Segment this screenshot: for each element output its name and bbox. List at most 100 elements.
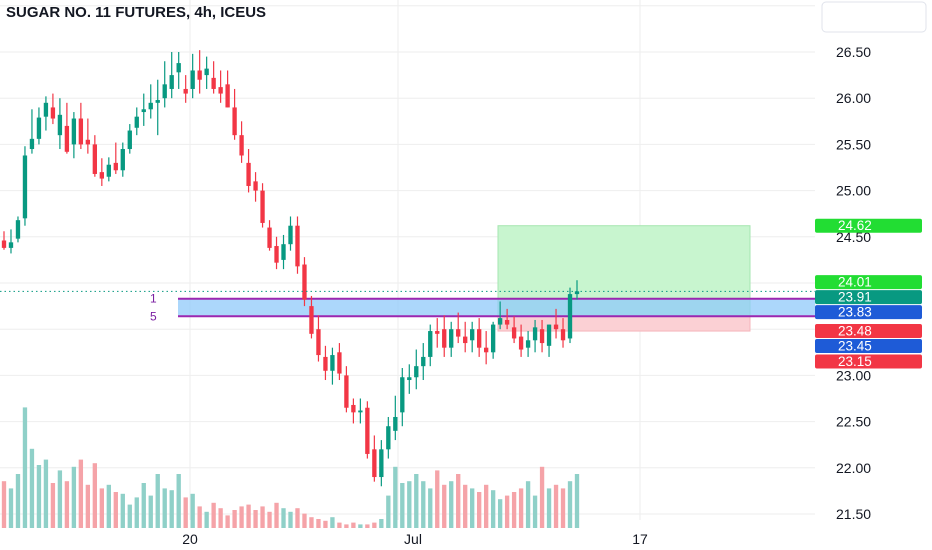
candle-body: [8, 242, 14, 248]
candle: [155, 79, 160, 136]
fib-level-label: 5: [150, 309, 157, 323]
candle-body: [449, 329, 454, 348]
candle-body: [407, 377, 412, 381]
candle-body: [155, 100, 160, 103]
volume-bars: [1, 407, 580, 528]
volume-bar: [190, 493, 195, 528]
candle-body: [463, 336, 468, 344]
volume-bar: [106, 484, 111, 528]
volume-bar: [253, 510, 258, 528]
candle-body: [483, 347, 489, 353]
volume-bar: [281, 508, 286, 528]
price-badge: [815, 305, 922, 320]
price-badge: [815, 218, 922, 233]
candle: [190, 53, 195, 99]
volume-bar: [183, 497, 188, 528]
volume-bar: [148, 495, 153, 528]
candle-body: [57, 114, 63, 136]
candle: [309, 295, 314, 339]
candle-body: [148, 102, 153, 110]
volume-bar: [574, 474, 580, 528]
volume-bar: [1, 481, 7, 528]
volume-bar: [64, 481, 70, 528]
volume-bar: [567, 481, 573, 528]
candle-body: [134, 116, 139, 128]
volume-bar: [546, 488, 552, 528]
volume-bar: [372, 522, 377, 528]
toolbar-box[interactable]: [821, 1, 927, 33]
candle: [414, 349, 419, 390]
candle: [330, 347, 335, 385]
candle: [106, 157, 111, 182]
volume-bar: [169, 490, 174, 528]
candle: [421, 343, 426, 381]
candle-body: [511, 327, 517, 339]
volume-bar: [29, 448, 35, 528]
candle-body: [246, 162, 251, 186]
candle-body: [176, 63, 181, 73]
candle: [78, 102, 84, 150]
candlestick-series: [1, 50, 580, 487]
candle: [169, 52, 174, 99]
volume-bar: [239, 506, 244, 528]
volume-bar: [260, 506, 265, 528]
candle: [281, 234, 286, 270]
volume-bar: [511, 492, 517, 528]
y-tick-label: 24.50: [836, 229, 871, 245]
volume-bar: [246, 504, 251, 528]
candle-body: [518, 336, 524, 350]
volume-bar: [288, 511, 293, 528]
volume-bar: [477, 492, 482, 528]
candle: [8, 229, 14, 254]
candle: [85, 118, 91, 154]
y-tick-label: 26.50: [836, 44, 871, 60]
volume-bar: [15, 474, 21, 528]
candle: [546, 324, 552, 357]
candle-body: [386, 426, 391, 450]
price-badge: [815, 339, 922, 354]
candle: [253, 172, 258, 202]
candle: [92, 135, 98, 177]
price-badge-label: 23.48: [838, 324, 872, 339]
volume-bar: [225, 515, 230, 528]
candle: [267, 220, 272, 251]
candle: [567, 287, 573, 344]
candle-body: [497, 318, 503, 325]
candle: [372, 435, 377, 482]
candle: [197, 50, 202, 94]
volume-bar: [351, 522, 356, 528]
candle-body: [302, 264, 307, 300]
candle: [560, 318, 566, 348]
y-tick-label: 25.50: [836, 136, 871, 152]
candle: [64, 102, 70, 154]
grid-lines: [0, 0, 815, 520]
volume-bar: [560, 488, 566, 528]
price-axis[interactable]: 27.0026.5026.0025.5025.0024.5023.0022.50…: [836, 0, 871, 522]
x-tick-label: Jul: [404, 531, 422, 547]
candle-body: [225, 84, 230, 108]
x-tick-label: 20: [182, 531, 198, 547]
candle: [225, 70, 230, 108]
candle-body: [204, 68, 209, 76]
volume-bar: [337, 522, 342, 528]
volume-bar: [302, 513, 307, 528]
volume-bar: [120, 493, 125, 528]
candle-body: [141, 109, 146, 113]
candle: [260, 183, 265, 228]
fib-retracement[interactable]: 15: [150, 292, 815, 324]
volume-bar: [358, 524, 363, 528]
candle-body: [351, 404, 356, 413]
candle-body: [113, 162, 118, 171]
candle-body: [372, 449, 377, 478]
candle: [532, 319, 538, 353]
candle: [148, 84, 153, 119]
candle: [246, 149, 251, 193]
time-axis[interactable]: 20 Jul 17: [182, 531, 648, 547]
volume-bar: [85, 484, 91, 528]
volume-bar: [518, 488, 524, 528]
candle-body: [400, 377, 405, 413]
candle-body: [560, 329, 566, 341]
candle: [518, 324, 524, 357]
